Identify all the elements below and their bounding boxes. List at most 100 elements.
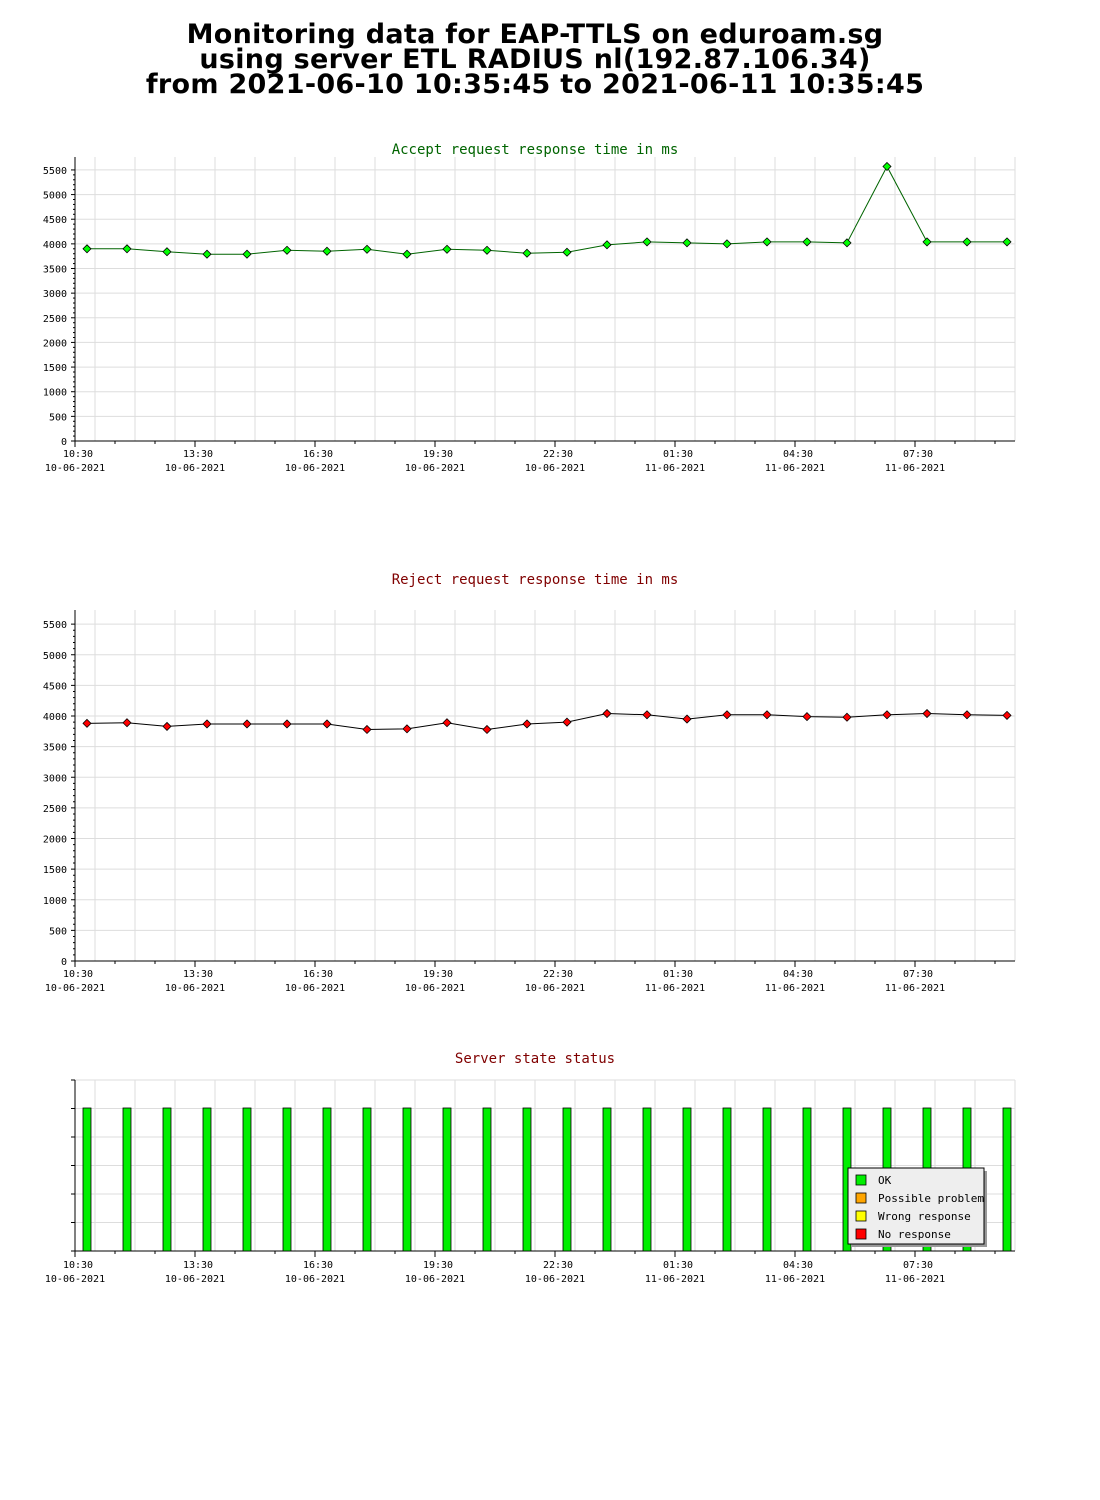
accept-y-tick-label: 5500 bbox=[43, 166, 67, 177]
reject-data-point bbox=[242, 719, 252, 729]
x-tick-time: 07:30 bbox=[903, 969, 933, 980]
reject-y-tick-label: 2000 bbox=[43, 835, 67, 846]
accept-data-point bbox=[682, 238, 692, 248]
legend-label: Wrong response bbox=[878, 1210, 971, 1223]
accept-data-point bbox=[722, 239, 732, 249]
reject-y-tick-label: 4000 bbox=[43, 712, 67, 723]
accept-data-point bbox=[802, 237, 812, 247]
reject-data-point bbox=[682, 714, 692, 724]
accept-data-point bbox=[762, 237, 772, 247]
x-tick-time: 04:30 bbox=[783, 1260, 813, 1271]
legend-swatch bbox=[855, 1174, 867, 1186]
x-tick-time: 07:30 bbox=[903, 1260, 933, 1271]
accept-y-tick-label: 2500 bbox=[43, 314, 67, 325]
x-tick-time: 19:30 bbox=[423, 1260, 453, 1271]
status-bar bbox=[82, 1107, 92, 1252]
reject-data-point bbox=[842, 712, 852, 722]
x-tick-date: 10-06-2021 bbox=[45, 463, 105, 474]
reject-data-point bbox=[602, 708, 612, 719]
x-tick-time: 19:30 bbox=[423, 969, 453, 980]
status-bar bbox=[282, 1107, 292, 1252]
reject-data-point bbox=[522, 719, 532, 729]
status-bar bbox=[682, 1107, 692, 1252]
accept-data-point bbox=[282, 245, 292, 255]
accept-y-tick-label: 4500 bbox=[43, 215, 67, 226]
accept-series-line bbox=[87, 165, 1007, 255]
status-bar bbox=[642, 1107, 652, 1252]
accept-data-point bbox=[162, 247, 172, 257]
x-tick-date: 11-06-2021 bbox=[765, 983, 825, 994]
x-tick-date: 11-06-2021 bbox=[765, 1274, 825, 1285]
header-line-2: using server ETL RADIUS nl(192.87.106.34… bbox=[199, 44, 871, 75]
x-tick-time: 10:30 bbox=[63, 969, 93, 980]
reject-data-point bbox=[962, 710, 972, 720]
status-bar bbox=[1002, 1107, 1012, 1252]
reject-response-time-chart: Reject request response time in ms 0 500 10… bbox=[43, 572, 1016, 994]
accept-response-time-chart: Accept request response time in ms 0 500 10… bbox=[43, 142, 1016, 474]
legend-label: Possible problem bbox=[878, 1192, 984, 1205]
status-bar bbox=[322, 1107, 332, 1252]
x-tick-time: 01:30 bbox=[663, 969, 693, 980]
accept-data-point bbox=[562, 247, 572, 257]
x-tick-date: 10-06-2021 bbox=[525, 463, 585, 474]
accept-data-point bbox=[322, 246, 332, 256]
x-tick-time: 10:30 bbox=[63, 449, 93, 460]
x-tick-time: 22:30 bbox=[543, 969, 573, 980]
x-tick-time: 10:30 bbox=[63, 1260, 93, 1271]
accept-y-tick-label: 0 bbox=[61, 437, 67, 448]
reject-data-point bbox=[802, 712, 812, 722]
reject-data-point bbox=[1002, 710, 1012, 720]
reject-data-point bbox=[882, 710, 892, 720]
x-tick-date: 11-06-2021 bbox=[885, 983, 945, 994]
x-tick-date: 10-06-2021 bbox=[165, 983, 225, 994]
accept-data-point bbox=[442, 244, 452, 254]
x-tick-date: 10-06-2021 bbox=[525, 983, 585, 994]
header-line-3: from 2021-06-10 10:35:45 to 2021-06-11 1… bbox=[145, 69, 925, 100]
status-bar bbox=[562, 1107, 572, 1252]
accept-data-point bbox=[642, 237, 652, 247]
server-status-chart: Server state status OK Possible problem Wro… bbox=[45, 1051, 1016, 1285]
status-bar bbox=[122, 1107, 132, 1252]
accept-y-tick-label: 1000 bbox=[43, 388, 67, 399]
x-tick-date: 11-06-2021 bbox=[645, 1274, 705, 1285]
status-bar bbox=[242, 1107, 252, 1252]
status-bar bbox=[442, 1107, 452, 1252]
accept-data-point bbox=[122, 244, 132, 254]
x-tick-date: 10-06-2021 bbox=[405, 1274, 465, 1285]
header-line-1: Monitoring data for EAP-TTLS on eduroam.… bbox=[186, 19, 884, 50]
x-tick-date: 11-06-2021 bbox=[765, 463, 825, 474]
x-tick-time: 16:30 bbox=[303, 449, 333, 460]
reject-data-point bbox=[482, 724, 492, 735]
reject-data-point bbox=[122, 718, 132, 728]
accept-y-tick-label: 2000 bbox=[43, 338, 67, 349]
reject-y-tick-label: 500 bbox=[49, 926, 67, 937]
accept-title: Accept request response time in ms bbox=[392, 142, 679, 158]
status-bar bbox=[482, 1107, 492, 1252]
reject-y-tick-label: 5000 bbox=[43, 651, 67, 662]
reject-y-tick-label: 1000 bbox=[43, 896, 67, 907]
reject-y-tick-label: 4500 bbox=[43, 681, 67, 692]
status-bar bbox=[402, 1107, 412, 1252]
reject-data-point bbox=[82, 718, 92, 728]
reject-data-point bbox=[562, 717, 572, 727]
x-tick-time: 13:30 bbox=[183, 449, 213, 460]
reject-y-tick-label: 1500 bbox=[43, 865, 67, 876]
legend-label: No response bbox=[878, 1228, 951, 1241]
reject-data-point bbox=[442, 718, 452, 728]
accept-data-point bbox=[1002, 237, 1012, 247]
x-tick-time: 07:30 bbox=[903, 449, 933, 460]
reject-y-tick-label: 0 bbox=[61, 957, 67, 968]
x-tick-date: 11-06-2021 bbox=[645, 463, 705, 474]
accept-data-point bbox=[482, 245, 492, 255]
x-tick-time: 16:30 bbox=[303, 969, 333, 980]
status-bar bbox=[602, 1107, 612, 1252]
x-tick-time: 16:30 bbox=[303, 1260, 333, 1271]
status-bar bbox=[762, 1107, 772, 1252]
x-tick-date: 10-06-2021 bbox=[285, 1274, 345, 1285]
reject-data-point bbox=[722, 710, 732, 720]
accept-y-tick-label: 4000 bbox=[43, 240, 67, 251]
legend-swatch bbox=[855, 1210, 867, 1222]
x-tick-time: 19:30 bbox=[423, 449, 453, 460]
x-tick-time: 01:30 bbox=[663, 449, 693, 460]
status-bar bbox=[162, 1107, 172, 1252]
